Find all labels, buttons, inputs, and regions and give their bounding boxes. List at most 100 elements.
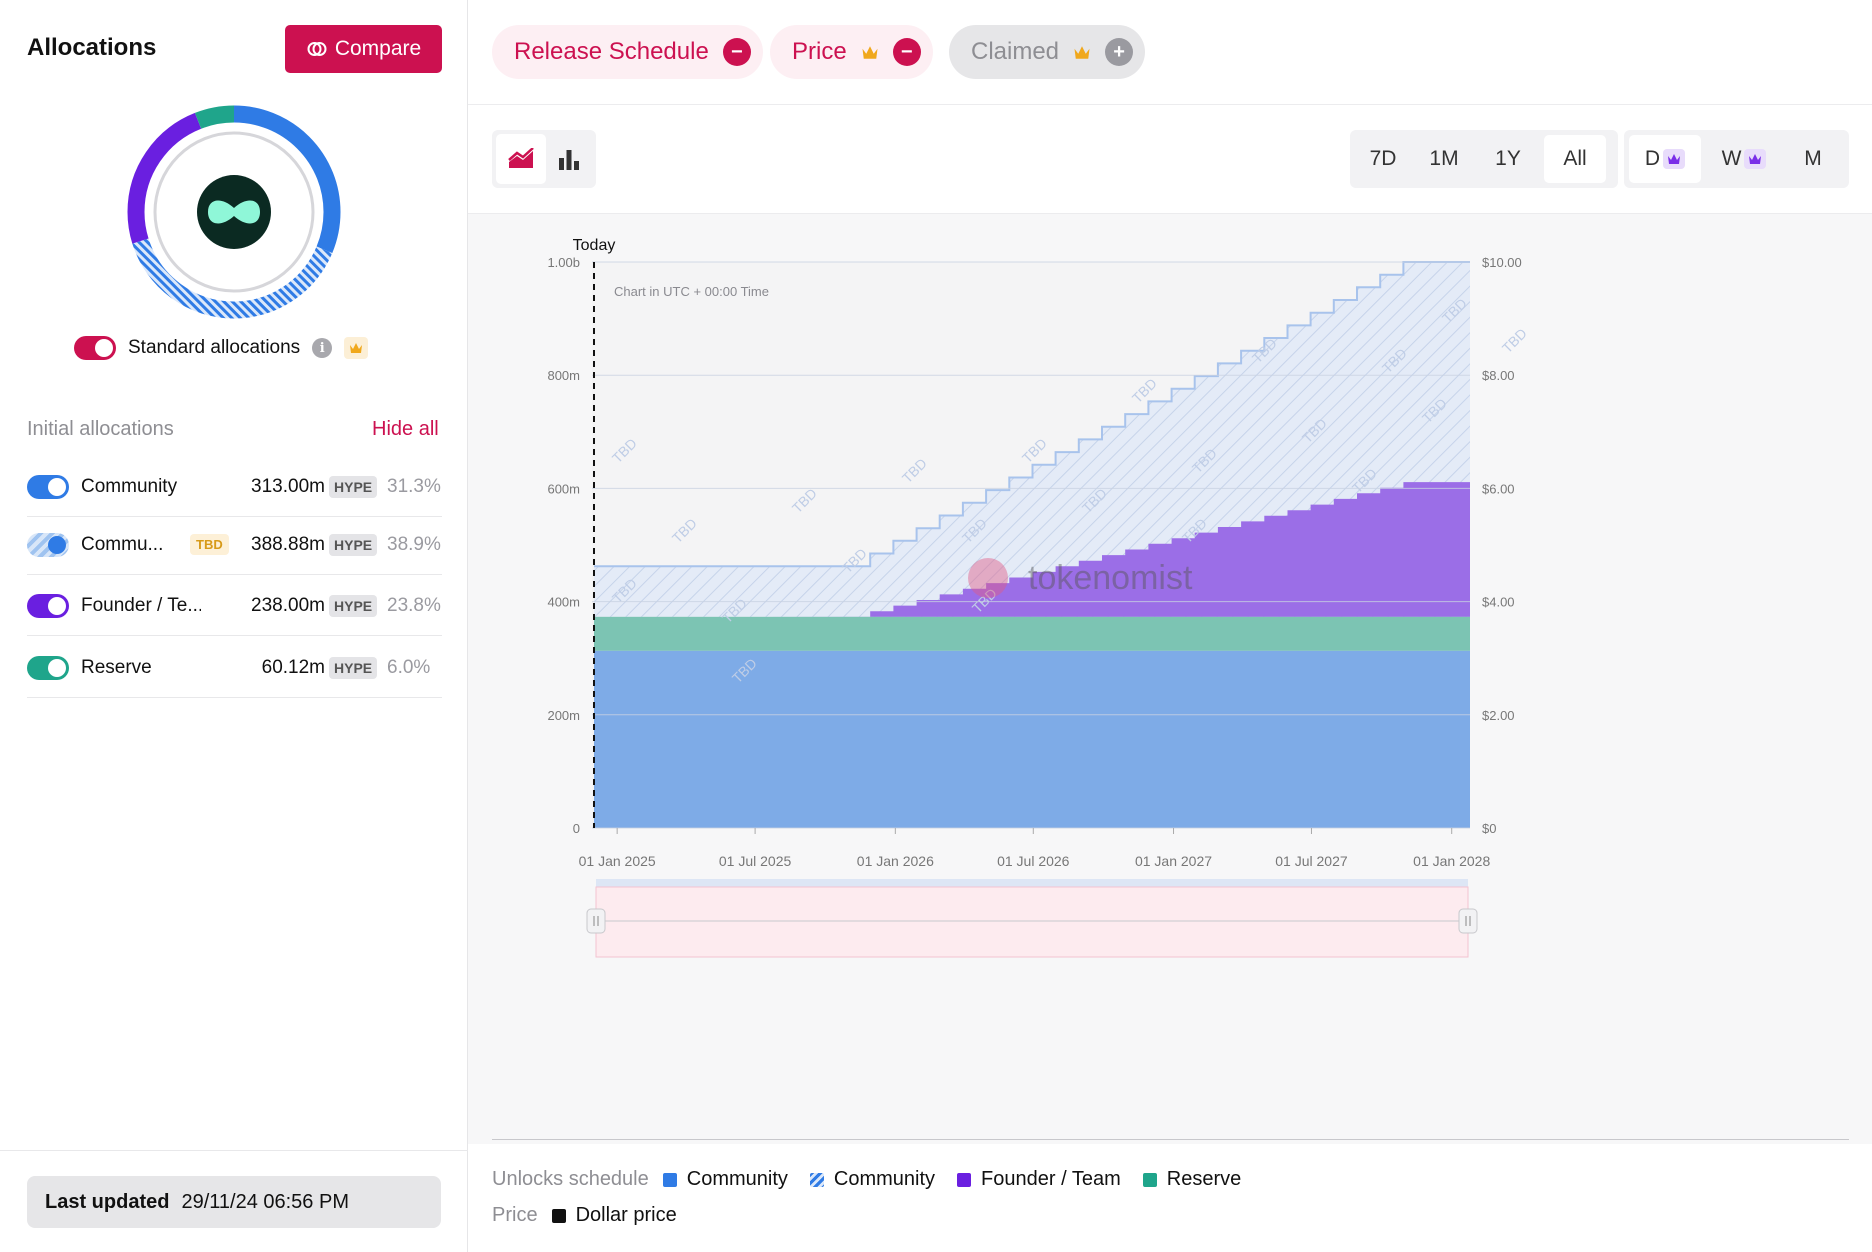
y-left-tick: 400m (547, 595, 580, 610)
last-updated-label: Last updated (45, 1190, 170, 1213)
legend-swatch (662, 1172, 677, 1187)
y-left-tick: 600m (547, 481, 580, 496)
watermark-logo (968, 558, 1008, 598)
allocations-title: Allocations (27, 34, 157, 61)
x-tick-label: 01 Jul 2026 (997, 853, 1070, 869)
interval-week-button[interactable]: W (1708, 135, 1780, 183)
filter-label: Price (792, 38, 847, 65)
unlock-schedule-chart: TBDTBDTBDTBDTBDTBDTBDTBDTBDTBDTBDTBDTBDT… (547, 237, 1530, 958)
compare-icon (307, 42, 327, 56)
standard-allocations-label: Standard allocations (128, 337, 301, 358)
legend-label: Reserve (1166, 1168, 1242, 1190)
compare-button[interactable]: Compare (285, 25, 442, 73)
y-right-tick: $2.00 (1482, 708, 1515, 723)
y-left-tick: 0 (573, 821, 580, 836)
slider-window (595, 886, 1469, 958)
token-badge: HYPE (329, 594, 378, 617)
x-tick-label: 01 Jul 2025 (719, 853, 792, 869)
area-chart-button[interactable] (496, 134, 546, 184)
donut-segment-founder (127, 105, 341, 319)
allocation-amount: 388.88m (251, 533, 325, 555)
area-chart-icon (508, 148, 534, 168)
interval-month-button[interactable]: M (1804, 147, 1822, 170)
donut-segments (127, 105, 341, 319)
range-1m-button[interactable]: 1M (1429, 147, 1459, 170)
legend-item-community-tbd[interactable]: Community (809, 1168, 936, 1191)
crown-icon (1074, 45, 1090, 59)
legend-swatch (957, 1172, 972, 1187)
interval-day-button[interactable]: D (1629, 135, 1701, 183)
legend-swatch (809, 1172, 824, 1187)
x-tick-label: 01 Jan 2027 (1135, 853, 1212, 869)
x-tick-label: 01 Jan 2025 (579, 853, 656, 869)
area-community (594, 650, 1470, 828)
token-badge: HYPE (329, 533, 378, 556)
legend-swatch (1142, 1172, 1157, 1187)
today-label: Today (573, 237, 616, 254)
legend-item-reserve[interactable]: Reserve (1142, 1168, 1242, 1191)
x-tick-label: 01 Jan 2028 (1413, 853, 1490, 869)
token-logo (197, 175, 271, 249)
interval-label: D (1644, 147, 1661, 170)
legend-label: Community (833, 1168, 936, 1190)
allocation-row-community: Community 313.00m HYPE 31.3% (27, 457, 442, 517)
filter-claimed[interactable]: Claimed + (949, 25, 1146, 79)
allocation-name: Reserve (81, 656, 152, 678)
community-toggle[interactable] (27, 474, 69, 499)
interval-label: W (1721, 147, 1742, 170)
y-right-tick: $0 (1482, 821, 1496, 836)
bar-chart-button[interactable] (544, 134, 594, 184)
legend-title: Unlocks schedule (492, 1168, 649, 1190)
divider (0, 1150, 468, 1151)
divider (468, 104, 1872, 105)
range-7d-button[interactable]: 7D (1369, 147, 1397, 170)
compare-label: Compare (334, 37, 422, 60)
community-tbd-toggle[interactable] (27, 532, 69, 557)
unlocks-legend: Unlocks schedule Community Community Fou… (492, 1168, 1255, 1191)
y-left-tick: 200m (547, 708, 580, 723)
chart-type-toggle (492, 130, 596, 188)
chart-overlay: tokenomist Chart in UTC + 00:00 Time Today (573, 237, 1470, 829)
allocation-row-community-tbd: Commu... TBD 388.88m HYPE 38.9% (27, 515, 442, 575)
chart-panel: Release Schedule − Price − Claimed + 7D (468, 0, 1872, 1252)
initial-allocations-label: Initial allocations (27, 418, 174, 440)
info-icon[interactable]: i (312, 338, 333, 358)
range-1y-button[interactable]: 1Y (1495, 147, 1521, 170)
filter-price[interactable]: Price − (770, 25, 933, 79)
divider (468, 213, 1872, 214)
legend-item-dollar-price[interactable]: Dollar price (551, 1204, 677, 1227)
chart-areas (594, 261, 1470, 828)
tbd-label: TBD (1499, 325, 1530, 356)
legend-item-founder-team[interactable]: Founder / Team (957, 1168, 1121, 1191)
reserve-toggle[interactable] (27, 655, 69, 680)
watermark-text: tokenomist (1028, 559, 1193, 597)
hide-all-link[interactable]: Hide all (372, 418, 439, 440)
standard-allocations-toggle[interactable] (74, 336, 116, 360)
range-all-button[interactable]: All (1544, 135, 1606, 183)
chart-axes: 0 $0 200m $2.00 400m $4.00 600m $6.00 800m $8.00 1… (547, 255, 1521, 869)
y-right-tick: $6.00 (1482, 481, 1515, 496)
crown-icon (344, 337, 369, 359)
divider (492, 1139, 1849, 1140)
tbd-badge: TBD (190, 534, 229, 555)
allocation-name: Community (81, 475, 178, 497)
y-right-tick: $8.00 (1482, 368, 1515, 383)
founder-team-toggle[interactable] (27, 593, 69, 618)
last-updated: Last updated 29/11/24 06:56 PM (27, 1176, 441, 1228)
range-slider[interactable] (586, 879, 1478, 958)
allocation-amount: 313.00m (251, 475, 325, 497)
filter-release-schedule[interactable]: Release Schedule − (492, 25, 763, 79)
x-tick-label: 01 Jul 2027 (1275, 853, 1348, 869)
crown-icon (1744, 149, 1767, 169)
remove-icon[interactable]: − (722, 38, 751, 66)
filter-label: Claimed (971, 38, 1060, 65)
donut-segment-reserve (127, 105, 341, 319)
legend-item-community[interactable]: Community (662, 1168, 788, 1191)
allocation-percent: 31.3% (387, 475, 441, 497)
slider-handle-left (586, 908, 606, 934)
add-icon[interactable]: + (1105, 38, 1134, 66)
remove-icon[interactable]: − (892, 38, 921, 66)
legend-swatch (551, 1208, 566, 1223)
slider-handle-right (1458, 908, 1478, 934)
interval-selector: D W M (1624, 130, 1849, 188)
